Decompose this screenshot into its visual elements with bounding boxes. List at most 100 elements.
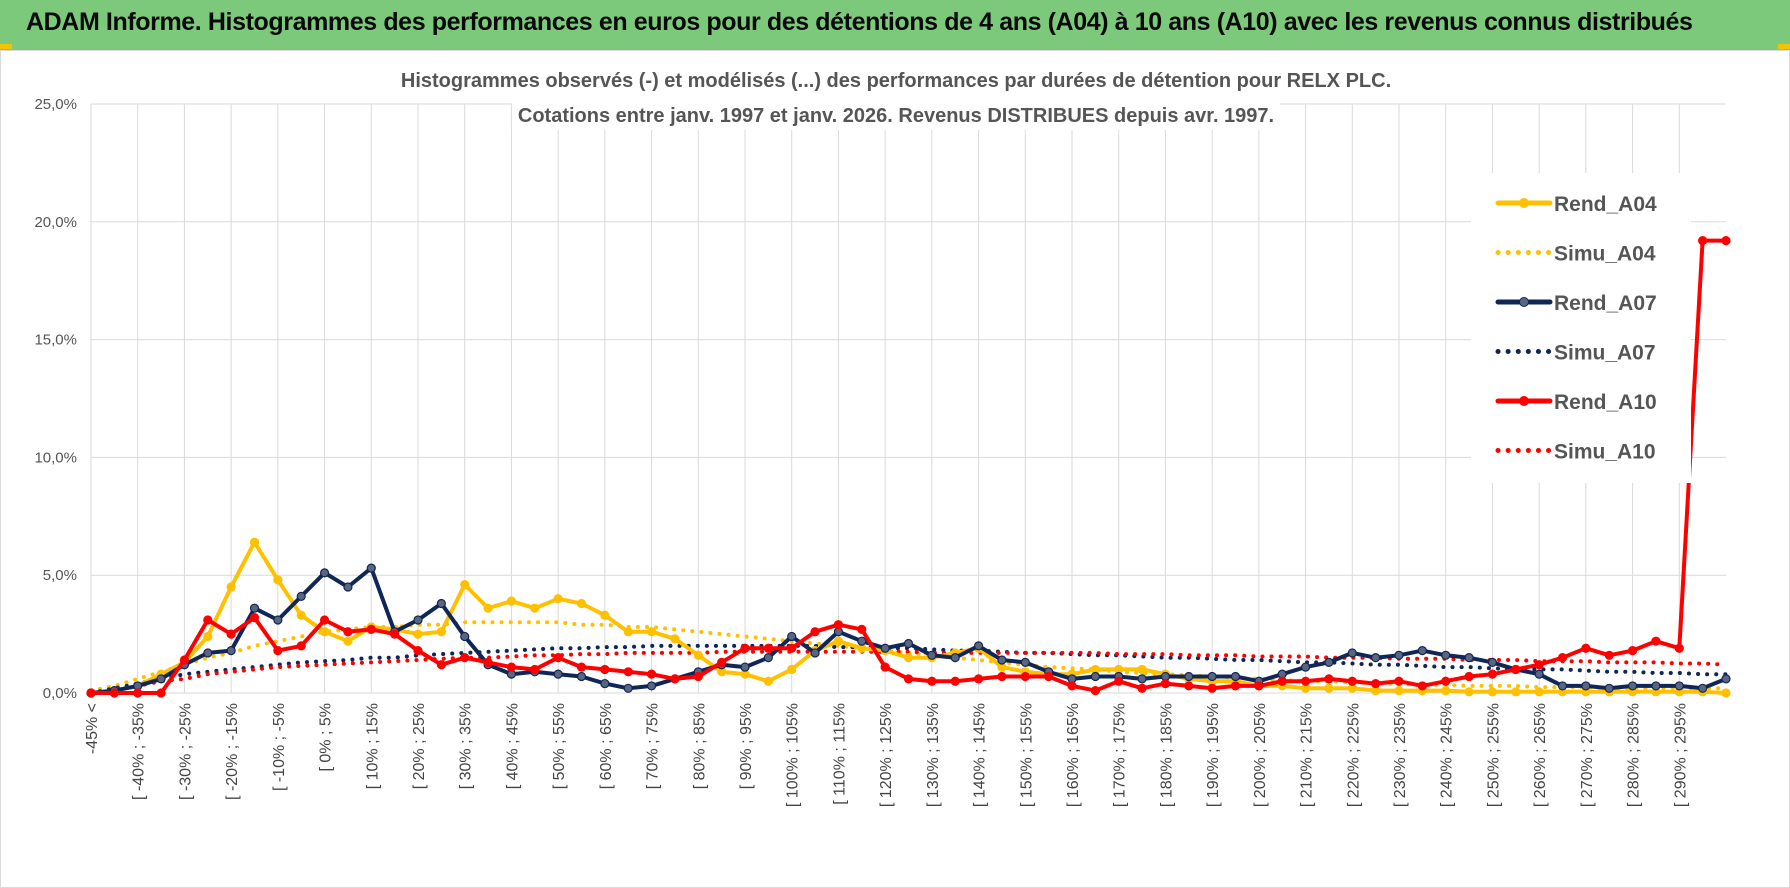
x-tick-label: [ 70% ; 75% — [645, 703, 662, 789]
report-title: ADAM Informe. Histogrammes des performan… — [26, 8, 1693, 36]
x-tick-label: [ -10% ; -5% — [271, 703, 288, 791]
data-point-rend-a04 — [319, 627, 330, 637]
legend-marker — [1519, 297, 1529, 307]
data-point-rend-a07 — [903, 638, 914, 649]
data-point-rend-a07 — [1721, 674, 1731, 684]
data-point-rend-a04 — [203, 631, 213, 642]
data-point-rend-a04 — [623, 627, 633, 637]
x-tick-label: [ 240% ; 245% — [1439, 703, 1456, 807]
legend-background — [1471, 173, 1691, 483]
data-point-rend-a10 — [343, 627, 353, 637]
legend-label-rend-a04: Rend_A04 — [1554, 193, 1657, 216]
data-point-rend-a07 — [226, 645, 236, 656]
x-tick-label: [ 80% ; 85% — [691, 703, 708, 789]
data-point-rend-a07 — [1090, 671, 1100, 682]
data-point-rend-a07 — [1300, 662, 1311, 672]
data-point-rend-a10 — [903, 674, 914, 684]
data-point-rend-a07 — [1371, 653, 1381, 663]
x-tick-label: [ -30% ; -25% — [177, 703, 194, 800]
x-tick-label: [ 250% ; 255% — [1485, 703, 1502, 807]
data-point-rend-a04 — [413, 629, 423, 639]
data-point-rend-a10 — [460, 653, 470, 663]
data-point-rend-a07 — [880, 643, 890, 653]
data-point-rend-a07 — [973, 641, 984, 651]
data-point-rend-a07 — [623, 683, 633, 693]
data-point-rend-a04 — [1721, 688, 1731, 698]
data-point-rend-a10 — [483, 657, 493, 667]
data-point-rend-a07 — [1674, 681, 1684, 691]
y-tick-label: 0,0% — [43, 685, 77, 702]
data-point-rend-a07 — [857, 636, 867, 646]
data-point-rend-a07 — [273, 615, 283, 625]
data-point-rend-a10 — [413, 645, 423, 656]
x-tick-label: [ 280% ; 285% — [1626, 703, 1643, 807]
legend-label-rend-a07: Rend_A07 — [1554, 292, 1657, 315]
legend-label-simu-a07: Simu_A07 — [1554, 342, 1656, 365]
data-point-rend-a04 — [903, 653, 914, 663]
x-tick-label: [ 190% ; 195% — [1205, 703, 1222, 807]
legend-label-rend-a10: Rend_A10 — [1554, 391, 1657, 414]
legend-marker — [1519, 396, 1529, 406]
data-point-rend-a07 — [927, 650, 937, 660]
data-point-rend-a10 — [670, 674, 680, 684]
data-point-rend-a07 — [296, 591, 306, 602]
data-point-rend-a04 — [1464, 687, 1474, 697]
data-point-rend-a04 — [553, 594, 563, 604]
data-point-rend-a10 — [530, 664, 540, 675]
data-point-rend-a10 — [857, 624, 867, 634]
data-point-rend-a10 — [366, 624, 376, 634]
data-point-rend-a07 — [740, 662, 750, 672]
data-point-rend-a07 — [1604, 683, 1614, 693]
data-point-rend-a10 — [997, 671, 1007, 682]
data-point-rend-a10 — [86, 688, 96, 698]
data-point-rend-a07 — [1627, 681, 1638, 691]
data-point-rend-a10 — [1604, 650, 1614, 660]
data-point-rend-a10 — [1067, 681, 1077, 691]
performance-histogram-chart: 0,0% 5,0% 10,0% 15,0% 20,0% 25,0% -45% < [ -40%… — [34, 67, 1731, 807]
data-point-rend-a07 — [600, 678, 610, 689]
series-line-rend-a04 — [89, 540, 1728, 695]
data-point-rend-a10 — [1020, 671, 1030, 682]
data-point-rend-a07 — [1417, 645, 1427, 656]
data-point-rend-a04 — [436, 627, 446, 637]
chart-area: 0,0% 5,0% 10,0% 15,0% 20,0% 25,0% -45% < [ -40%… — [0, 50, 1790, 888]
data-point-rend-a10 — [1651, 636, 1661, 646]
data-point-rend-a07 — [1347, 648, 1357, 658]
x-tick-label: [ 220% ; 225% — [1345, 703, 1362, 807]
data-point-rend-a10 — [156, 688, 166, 698]
data-point-rend-a10 — [1137, 683, 1147, 693]
y-tick-label: 25,0% — [34, 96, 77, 113]
x-tick-label: [ 10% ; 15% — [364, 703, 381, 789]
data-point-rend-a04 — [1394, 686, 1404, 696]
x-tick-label: [ 20% ; 25% — [411, 703, 428, 789]
data-point-rend-a07 — [810, 648, 820, 658]
data-point-rend-a10 — [273, 645, 283, 656]
data-point-rend-a10 — [1394, 676, 1404, 686]
data-point-rend-a10 — [319, 615, 330, 625]
data-point-rend-a10 — [973, 674, 984, 684]
data-point-rend-a10 — [1277, 676, 1287, 686]
data-point-rend-a10 — [133, 688, 143, 698]
data-point-rend-a10 — [787, 643, 797, 653]
data-point-rend-a10 — [1627, 645, 1638, 656]
data-point-rend-a10 — [600, 664, 610, 675]
x-tick-label: [ 120% ; 125% — [878, 703, 895, 807]
data-point-rend-a04 — [343, 636, 353, 646]
data-point-rend-a04 — [1511, 687, 1521, 697]
data-point-rend-a10 — [296, 641, 306, 651]
data-point-rend-a10 — [950, 676, 960, 686]
data-point-rend-a07 — [1207, 671, 1217, 682]
data-point-rend-a10 — [553, 653, 563, 663]
data-point-rend-a10 — [927, 676, 937, 686]
data-point-rend-a07 — [1581, 681, 1591, 691]
data-point-rend-a07 — [1557, 681, 1568, 691]
x-tick-label: [ 0% ; 5% — [318, 703, 335, 771]
legend-label-simu-a10: Simu_A10 — [1554, 441, 1656, 464]
x-tick-label: [ 200% ; 205% — [1252, 703, 1269, 807]
data-point-rend-a07 — [997, 655, 1007, 665]
data-point-rend-a10 — [506, 662, 517, 672]
data-point-rend-a07 — [203, 648, 213, 658]
y-tick-label: 10,0% — [34, 449, 77, 466]
data-point-rend-a07 — [950, 653, 960, 663]
